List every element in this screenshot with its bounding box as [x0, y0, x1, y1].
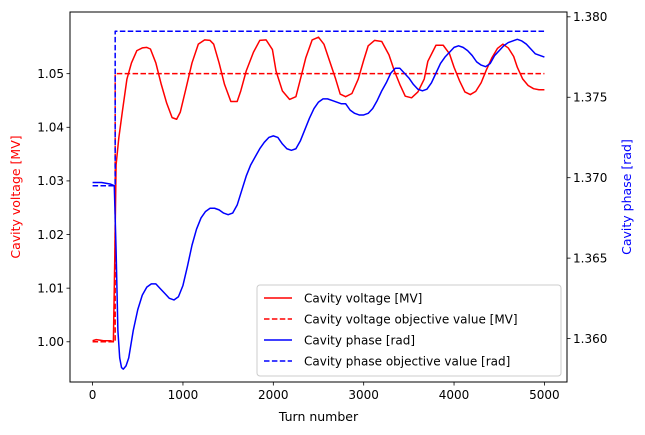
legend-entry-label: Cavity phase [rad]	[304, 333, 415, 347]
left-tick-label: 1.04	[37, 121, 64, 135]
legend-entry-label: Cavity voltage objective value [MV]	[304, 312, 518, 326]
series-line-1	[92, 36, 545, 343]
series-line-4	[92, 30, 545, 187]
right-tick-label: 1.365	[573, 251, 607, 265]
x-tick-label: 2000	[258, 388, 289, 402]
legend-box	[256, 284, 562, 377]
left-tick-label: 1.01	[37, 281, 64, 295]
right-tick-label: 1.360	[573, 332, 607, 346]
series-line-2	[92, 72, 545, 343]
right-y-axis-label: Cavity phase [rad]	[619, 139, 634, 255]
x-tick-label: 5000	[529, 388, 560, 402]
series-layer	[92, 30, 545, 370]
x-tick-label: 1000	[168, 388, 199, 402]
legend-entry-label: Cavity voltage [MV]	[304, 291, 422, 305]
legend: Cavity voltage [MV] Cavity voltage object…	[256, 284, 562, 377]
plot-frame	[69, 11, 568, 383]
right-tick-label: 1.370	[573, 171, 607, 185]
left-tick-label: 1.05	[37, 67, 64, 81]
x-tick-label: 0	[89, 388, 97, 402]
right-axis-ticks: 1.360 1.365 1.370 1.375 1.380	[567, 10, 607, 346]
left-tick-label: 1.02	[37, 228, 64, 242]
x-tick-label: 4000	[439, 388, 470, 402]
left-axis-ticks: 1.00 1.01 1.02 1.03 1.04 1.05	[37, 67, 70, 349]
legend-entry-label: Cavity phase objective value [rad]	[304, 354, 510, 368]
x-axis-ticks: 0 1000 2000 3000 4000 5000	[89, 382, 560, 402]
left-y-axis-label: Cavity voltage [MV]	[8, 135, 23, 258]
x-axis-label: Turn number	[278, 409, 359, 424]
right-tick-label: 1.375	[573, 91, 607, 105]
series-line-3	[92, 38, 545, 370]
right-tick-label: 1.380	[573, 10, 607, 24]
left-tick-label: 1.03	[37, 174, 64, 188]
x-tick-label: 3000	[348, 388, 379, 402]
left-tick-label: 1.00	[37, 335, 64, 349]
